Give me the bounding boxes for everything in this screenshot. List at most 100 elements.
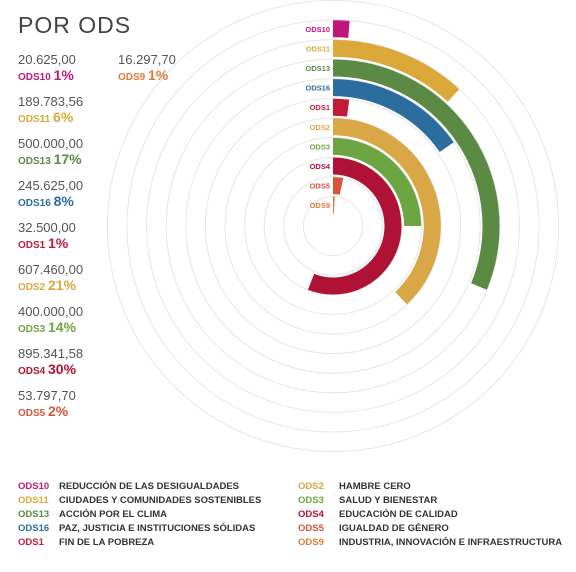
arc-label-ods11: ODS11 — [306, 44, 330, 53]
legend-code: ODS3 — [298, 495, 324, 506]
arc-ods16 — [332, 79, 454, 153]
stat-code: ODS2 — [18, 282, 49, 293]
grid-circle — [244, 137, 422, 315]
arc-label-ods1: ODS1 — [310, 103, 330, 112]
legend-item-ods16: ODS16 PAZ, JUSTICIA E INSTITUCIONES SÓLID… — [18, 522, 261, 536]
arc-ods2 — [332, 118, 441, 305]
legend-label: HAMBRE CERO — [339, 481, 411, 492]
legend-item-ods4: ODS4 EDUCACIÓN DE CALIDAD — [298, 508, 562, 522]
arc-label-ods2: ODS2 — [310, 123, 330, 132]
legend-code: ODS10 — [18, 481, 50, 492]
stat-ods9: 16.297,70 ODS9 1% — [118, 52, 176, 85]
stat-amount: 245.625,00 — [18, 178, 84, 193]
stat-amount: 20.625,00 — [18, 52, 76, 67]
arc-label-ods5: ODS5 — [310, 182, 330, 191]
arc-label-ods4: ODS4 — [310, 162, 331, 171]
stat-percent: 1% — [148, 67, 169, 83]
arc-ods1 — [332, 98, 350, 117]
legend-label: INDUSTRIA, INNOVACIÓN E INFRAESTRUCTURA — [339, 537, 563, 548]
page-title: POR ODS — [18, 12, 132, 38]
legend-label: ACCIÓN POR EL CLIMA — [59, 509, 168, 520]
stat-amount: 400.000,00 — [18, 304, 84, 319]
stat-percent: 21% — [48, 277, 77, 293]
arc-ods5 — [332, 177, 344, 195]
grid-circle — [165, 58, 501, 394]
stat-code: ODS9 — [118, 72, 149, 83]
grid-circle — [146, 39, 520, 413]
stat-percent: 17% — [53, 151, 82, 167]
stat-ods11: 189.783,56 ODS11 6% — [18, 94, 83, 127]
stat-ods10: 20.625,00 ODS10 1% — [18, 52, 76, 85]
arc-ods11 — [332, 39, 460, 102]
stat-code: ODS3 — [18, 324, 49, 335]
grid-circle — [185, 78, 481, 374]
arc-label-ods16: ODS16 — [305, 84, 330, 93]
legend-item-ods2: ODS2 HAMBRE CERO — [298, 480, 562, 494]
grid-circle — [204, 97, 462, 355]
legend-label: PAZ, JUSTICIA E INSTITUCIONES SÓLIDAS — [59, 523, 256, 534]
arc-label-ods10: ODS10 — [305, 25, 330, 34]
legend-code: ODS9 — [298, 537, 324, 548]
stat-ods4: 895.341,58 ODS4 30% — [18, 346, 83, 379]
grid-circle — [106, 0, 560, 453]
stat-percent: 2% — [48, 403, 69, 419]
legend-code: ODS2 — [298, 481, 324, 492]
stat-code: ODS4 — [18, 366, 49, 377]
legend-code: ODS13 — [18, 509, 50, 520]
legend-item-ods11: ODS11 CIUDADES Y COMUNIDADES SOSTENIBLES — [18, 494, 261, 508]
stat-percent: 30% — [48, 361, 77, 377]
arc-ods4 — [307, 157, 402, 295]
arc-label-ods9: ODS9 — [310, 201, 330, 210]
arc-ods3 — [332, 137, 422, 227]
stat-code: ODS16 — [18, 198, 54, 209]
stat-percent: 1% — [48, 235, 69, 251]
stat-ods16: 245.625,00 ODS16 8% — [18, 178, 83, 211]
stat-percent: 6% — [53, 109, 74, 125]
legend-label: REDUCCIÓN DE LAS DESIGUALDADES — [59, 481, 239, 492]
stat-amount: 53.797,70 — [18, 388, 76, 403]
legend-label: SALUD Y BIENESTAR — [339, 495, 438, 506]
grid-circle — [283, 176, 383, 276]
legend-item-ods1: ODS1 FIN DE LA POBREZA — [18, 536, 261, 550]
stat-ods5: 53.797,70 ODS5 2% — [18, 388, 76, 421]
stat-code: ODS1 — [18, 240, 49, 251]
stat-percent: 1% — [53, 67, 74, 83]
legend-code: ODS4 — [298, 509, 324, 520]
legend-label: CIUDADES Y COMUNIDADES SOSTENIBLES — [59, 495, 262, 506]
grid-circle — [224, 117, 442, 335]
arc-ods13 — [332, 59, 500, 290]
stat-amount: 895.341,58 — [18, 346, 84, 361]
arc-label-ods3: ODS3 — [310, 142, 330, 151]
arc-label-ods13: ODS13 — [305, 64, 330, 73]
legend-code: ODS16 — [18, 523, 50, 534]
stat-code: ODS5 — [18, 408, 49, 419]
stat-amount: 189.783,56 — [18, 94, 84, 109]
legend-code: ODS1 — [18, 537, 44, 548]
stat-ods2: 607.460,00 ODS2 21% — [18, 262, 83, 295]
stat-code: ODS10 — [18, 72, 54, 83]
arc-ods10 — [332, 20, 350, 38]
legend-code: ODS11 — [18, 495, 49, 506]
stat-amount: 16.297,70 — [118, 52, 176, 67]
stat-code: ODS11 — [18, 114, 54, 125]
stat-percent: 14% — [48, 319, 77, 335]
stat-ods1: 32.500,00 ODS1 1% — [18, 220, 76, 253]
legend-label: EDUCACIÓN DE CALIDAD — [339, 509, 458, 520]
stat-ods13: 500.000,00 ODS13 17% — [18, 136, 83, 169]
legend-item-ods10: ODS10 REDUCCIÓN DE LAS DESIGUALDADES — [18, 480, 261, 494]
legend-item-ods9: ODS9 INDUSTRIA, INNOVACIÓN E INFRAESTRUCT… — [298, 536, 562, 550]
stat-ods3: 400.000,00 ODS3 14% — [18, 304, 83, 337]
stat-code: ODS13 — [18, 156, 54, 167]
stat-percent: 8% — [53, 193, 74, 209]
legend-label: FIN DE LA POBREZA — [59, 537, 155, 548]
stat-amount: 500.000,00 — [18, 136, 84, 151]
grid-circle — [263, 156, 403, 296]
legend-item-ods13: ODS13 ACCIÓN POR EL CLIMA — [18, 508, 261, 522]
legend-item-ods5: ODS5 IGUALDAD DE GÉNERO — [298, 522, 562, 536]
stat-amount: 607.460,00 — [18, 262, 84, 277]
stat-amount: 32.500,00 — [18, 220, 76, 235]
legend-right: ODS2 HAMBRE CERO ODS3 SALUD Y BIENESTAR ODS4… — [298, 480, 562, 550]
legend-code: ODS5 — [298, 523, 324, 534]
grid-circle — [126, 19, 540, 433]
